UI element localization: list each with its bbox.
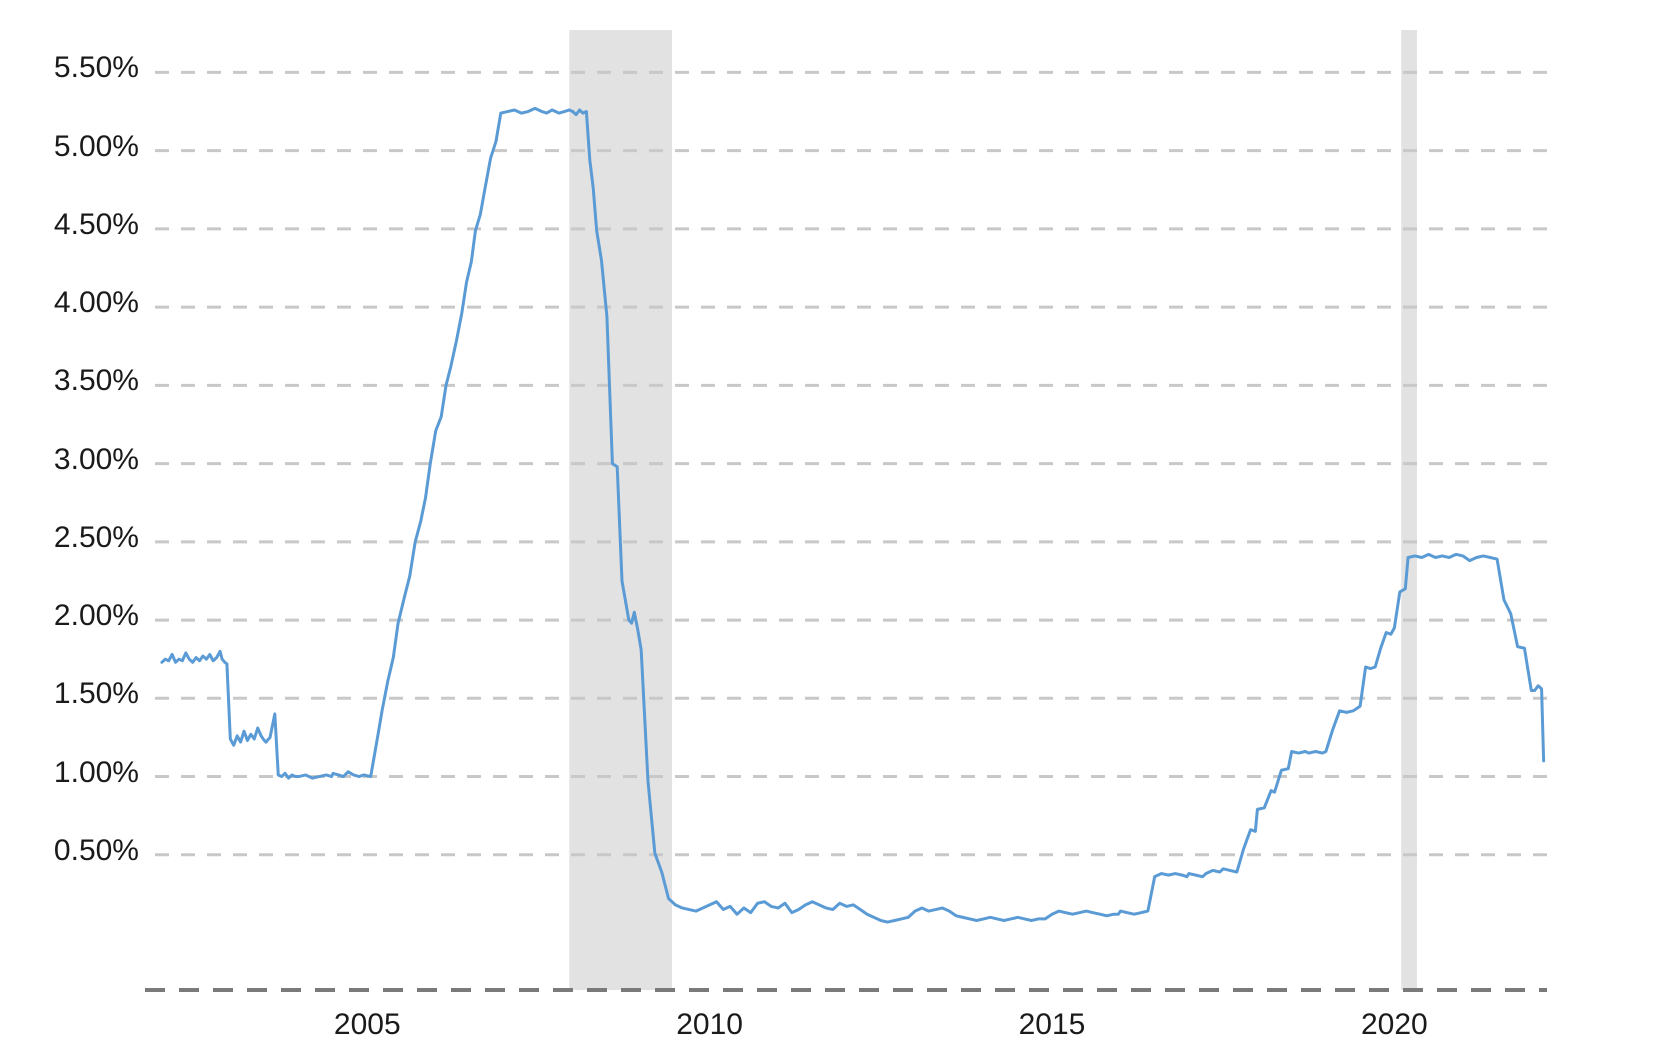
y-axis-tick-label: 1.00% — [53, 755, 139, 789]
recession-band — [569, 30, 672, 990]
series-paths — [160, 106, 1546, 924]
y-axis-tick-label: 3.00% — [53, 442, 139, 476]
y-axis-tick-label: 5.50% — [53, 51, 139, 85]
y-axis-tick-label: 2.00% — [53, 599, 139, 633]
horizontal-gridlines — [155, 70, 1547, 857]
recession-bands — [569, 30, 1417, 990]
y-axis-tick-label: 1.50% — [53, 677, 139, 711]
y-axis-tick-label: 3.50% — [53, 364, 139, 398]
x-axis-tick-label: 2005 — [333, 1008, 401, 1041]
y-axis-tick-label: 5.00% — [53, 129, 139, 163]
recession-band — [1401, 30, 1417, 990]
x-axis-tick-label: 2020 — [1360, 1008, 1428, 1041]
series-line — [160, 106, 1546, 924]
y-axis-tick-label: 2.50% — [53, 520, 139, 554]
x-axis-tick-label: 2010 — [676, 1008, 743, 1041]
y-axis-tick-label: 4.00% — [53, 286, 139, 320]
y-axis-tick-label: 4.50% — [53, 207, 139, 241]
x-axis-tick-label: 2015 — [1018, 1008, 1086, 1041]
y-axis-tick-label: 0.50% — [53, 833, 139, 867]
